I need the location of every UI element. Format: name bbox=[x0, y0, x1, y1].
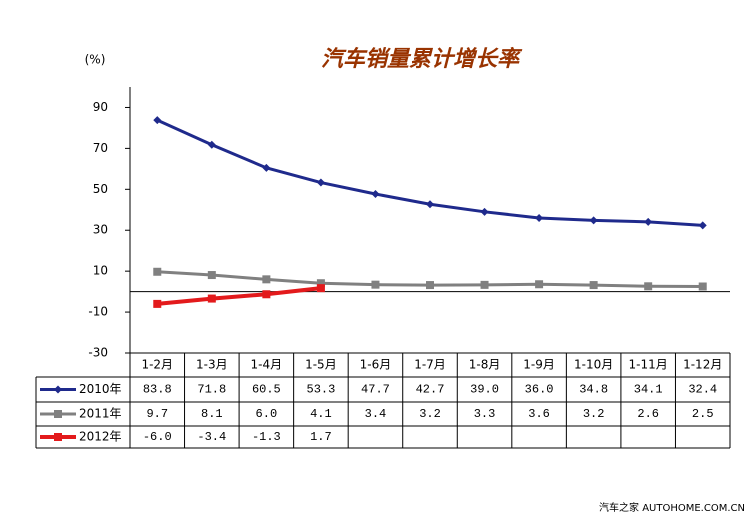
table-cell: 47.7 bbox=[361, 383, 390, 397]
table-cell: 36.0 bbox=[525, 383, 554, 397]
marker bbox=[153, 116, 162, 125]
x-tick-label: 1-9月 bbox=[523, 358, 555, 372]
marker bbox=[698, 221, 707, 230]
y-tick-label: -10 bbox=[88, 305, 108, 319]
table-cell: -6.0 bbox=[143, 430, 172, 444]
table-cell: 83.8 bbox=[143, 383, 172, 397]
marker bbox=[371, 190, 380, 199]
x-tick-label: 1-8月 bbox=[469, 358, 501, 372]
marker bbox=[589, 281, 598, 290]
x-tick-label: 1-10月 bbox=[574, 358, 613, 372]
table-cell: 6.0 bbox=[256, 407, 278, 421]
marker bbox=[480, 207, 489, 216]
marker bbox=[535, 280, 544, 289]
y-tick-label: 70 bbox=[93, 141, 108, 155]
marker bbox=[316, 279, 325, 288]
table-cell: 2.6 bbox=[637, 407, 659, 421]
marker bbox=[153, 299, 162, 308]
marker bbox=[644, 217, 653, 226]
table-cell: 3.2 bbox=[419, 407, 441, 421]
marker bbox=[698, 282, 707, 291]
table-cell: 32.4 bbox=[688, 383, 717, 397]
y-unit-label: (%) bbox=[85, 53, 106, 67]
table-cell: 53.3 bbox=[307, 383, 336, 397]
table-cell: 9.7 bbox=[146, 407, 168, 421]
marker bbox=[207, 271, 216, 280]
table-cell: 3.6 bbox=[528, 407, 550, 421]
table-cell: 2.5 bbox=[692, 407, 714, 421]
table-cell: -1.3 bbox=[252, 430, 281, 444]
marker bbox=[589, 216, 598, 225]
x-tick-label: 1-2月 bbox=[141, 358, 173, 372]
legend-label: 2010年 bbox=[79, 382, 122, 396]
table-cell: 34.8 bbox=[579, 383, 608, 397]
marker bbox=[153, 267, 162, 276]
table-cell: 3.4 bbox=[365, 407, 387, 421]
table-cell: 39.0 bbox=[470, 383, 499, 397]
y-tick-label: 30 bbox=[93, 223, 108, 237]
marker bbox=[207, 140, 216, 149]
marker bbox=[262, 275, 271, 284]
table-cell: 34.1 bbox=[634, 383, 663, 397]
marker bbox=[207, 294, 216, 303]
table-cell: 3.3 bbox=[474, 407, 496, 421]
marker bbox=[262, 163, 271, 172]
table-cell: 3.2 bbox=[583, 407, 605, 421]
table-cell: 71.8 bbox=[197, 383, 226, 397]
x-tick-label: 1-7月 bbox=[414, 358, 446, 372]
watermark: 汽车之家 AUTOHOME.COM.CN bbox=[599, 501, 745, 514]
x-tick-label: 1-5月 bbox=[305, 358, 337, 372]
table-cell: -3.4 bbox=[197, 430, 226, 444]
marker bbox=[426, 200, 434, 209]
table-cell: 1.7 bbox=[310, 430, 332, 444]
marker bbox=[644, 282, 653, 291]
x-tick-label: 1-3月 bbox=[196, 358, 228, 372]
y-tick-label: 10 bbox=[93, 264, 108, 278]
marker bbox=[262, 290, 271, 299]
legend-label: 2012年 bbox=[79, 430, 122, 444]
marker bbox=[426, 281, 434, 290]
marker bbox=[480, 280, 489, 289]
marker bbox=[535, 213, 544, 222]
series-line bbox=[156, 118, 703, 227]
table-cell: 42.7 bbox=[416, 383, 445, 397]
legend-label: 2011年 bbox=[79, 407, 122, 421]
y-tick-label: -30 bbox=[88, 346, 108, 360]
x-tick-label: 1-12月 bbox=[683, 358, 722, 372]
table-cell: 8.1 bbox=[201, 407, 223, 421]
y-tick-label: 90 bbox=[93, 100, 108, 114]
table-cell: 4.1 bbox=[310, 407, 332, 421]
x-tick-label: 1-11月 bbox=[629, 358, 668, 372]
marker bbox=[316, 178, 325, 187]
marker bbox=[54, 410, 62, 418]
chart-title: 汽车销量累计增长率 bbox=[321, 46, 523, 72]
table-cell: 60.5 bbox=[252, 383, 281, 397]
x-tick-label: 1-4月 bbox=[251, 358, 283, 372]
y-tick-label: 50 bbox=[93, 182, 108, 196]
x-tick-label: 1-6月 bbox=[360, 358, 392, 372]
marker bbox=[54, 433, 62, 441]
marker bbox=[316, 284, 325, 293]
marker bbox=[371, 280, 380, 289]
series-line bbox=[157, 286, 322, 306]
marker bbox=[54, 385, 62, 394]
